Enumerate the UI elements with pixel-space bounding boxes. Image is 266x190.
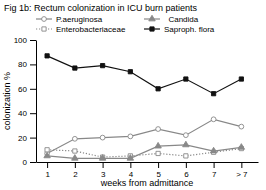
x-tick: 4	[129, 162, 134, 179]
x-tick-label: 7	[212, 170, 217, 179]
series-marker	[99, 155, 105, 161]
y-tick-mark	[30, 40, 36, 41]
legend-item: Enterobacteriaceae	[36, 25, 126, 34]
y-tick: 0	[23, 158, 36, 167]
y-axis: 0 20 40 60 80 100	[14, 36, 37, 167]
y-tick-mark	[30, 162, 36, 163]
series-marker	[128, 70, 132, 74]
x-tick: 3	[101, 162, 106, 179]
y-axis-line	[36, 41, 37, 163]
series-marker	[156, 151, 160, 155]
series-line	[47, 56, 241, 94]
legend-item: Candida	[144, 15, 199, 24]
y-tick-label: 20	[18, 134, 27, 143]
y-axis-title: colonization %	[2, 72, 12, 130]
series-marker	[127, 155, 133, 161]
plot-area	[44, 54, 245, 160]
legend-label: Enterobacteriaceae	[56, 25, 126, 34]
series-marker	[239, 77, 243, 81]
legend-marker	[42, 17, 47, 22]
x-tick: 1	[45, 162, 50, 179]
series-marker	[155, 142, 161, 148]
series-marker	[73, 66, 77, 70]
title: Fig 1b: Rectum colonization in ICU burn …	[4, 3, 198, 13]
legend-marker	[149, 15, 155, 21]
x-tick-mark	[103, 162, 104, 168]
series-marker	[45, 54, 49, 58]
x-axis-line	[37, 162, 259, 163]
y-tick-mark	[30, 89, 36, 90]
x-tick-label: 1	[45, 170, 50, 179]
y-tick-label: 60	[18, 85, 27, 94]
legend-item: P.aeruginosa	[36, 15, 103, 24]
series-marker	[211, 117, 216, 122]
y-tick-mark	[30, 113, 36, 114]
x-tick: > 7	[236, 162, 248, 179]
x-axis: 1 2 3 4 5 6 7 > 7	[37, 162, 259, 179]
x-tick-mark	[241, 162, 242, 168]
series-marker	[44, 152, 50, 158]
y-tick-label: 100	[14, 36, 28, 45]
x-tick-mark	[47, 162, 48, 168]
x-tick-mark	[158, 162, 159, 168]
series-marker	[183, 133, 188, 138]
y-tick-label: 80	[18, 60, 27, 69]
y-tick: 60	[18, 85, 36, 94]
series-line	[47, 119, 241, 153]
legend-label: Saproph. flora	[164, 25, 215, 34]
series-marker	[183, 141, 189, 147]
legend-marker	[42, 27, 46, 31]
x-tick-mark	[214, 162, 215, 168]
x-tick: 5	[156, 162, 161, 179]
x-tick-label: 2	[73, 170, 78, 179]
x-tick-mark	[186, 162, 187, 168]
y-tick-label: 0	[23, 158, 28, 167]
series-marker	[128, 134, 133, 139]
series-marker	[156, 127, 161, 132]
x-tick: 7	[212, 162, 217, 179]
series-marker	[239, 124, 244, 129]
series-marker	[73, 149, 77, 153]
legend: P.aeruginosaEnterobacteriaceae CandidaSa…	[36, 15, 215, 34]
series-marker	[100, 63, 104, 67]
x-tick: 6	[184, 162, 189, 179]
legend-marker	[150, 27, 154, 31]
y-tick-label: 40	[18, 109, 27, 118]
legend-label: P.aeruginosa	[56, 15, 103, 24]
series-marker	[184, 77, 188, 81]
series-marker	[184, 154, 188, 158]
x-tick-mark	[130, 162, 131, 168]
series-marker	[100, 135, 105, 140]
legend-item: Saproph. flora	[144, 25, 215, 34]
y-tick: 100	[14, 36, 36, 45]
series-marker	[238, 144, 244, 150]
y-tick-mark	[30, 138, 36, 139]
x-tick-mark	[75, 162, 76, 168]
chart: 1 2 3 4 5 6 7 > 7 0 20 40 60 80 100 Fig 1b: Rectum col…	[0, 0, 266, 190]
series-marker	[156, 87, 160, 91]
series-marker	[72, 155, 78, 161]
legend-label: Candida	[164, 15, 199, 24]
series-marker	[211, 92, 215, 96]
y-tick: 80	[18, 60, 36, 69]
y-tick: 20	[18, 134, 36, 143]
x-tick-label: > 7	[236, 170, 248, 179]
y-tick-mark	[30, 64, 36, 65]
series-marker	[210, 147, 216, 153]
y-tick: 40	[18, 109, 36, 118]
series-marker	[72, 136, 77, 141]
x-tick: 2	[73, 162, 78, 179]
x-axis-title: weeks from admittance	[100, 178, 194, 188]
